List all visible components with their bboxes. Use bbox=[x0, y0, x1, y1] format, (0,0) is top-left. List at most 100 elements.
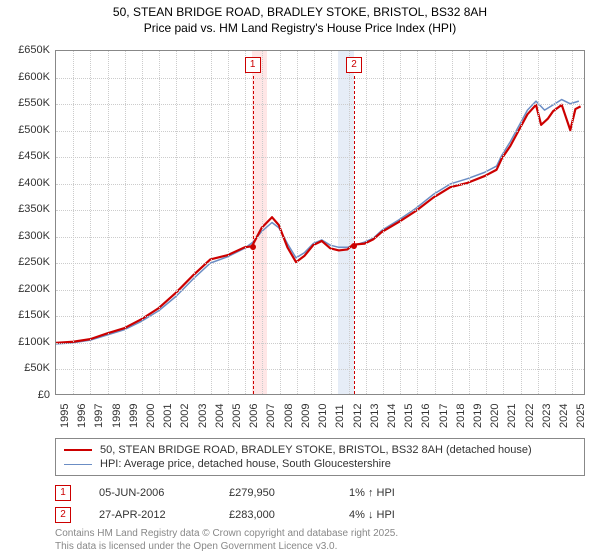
xtick-label: 2010 bbox=[317, 404, 329, 428]
xtick-label: 2017 bbox=[438, 404, 450, 428]
ytick-label: £300K bbox=[0, 230, 50, 242]
legend-item: 50, STEAN BRIDGE ROAD, BRADLEY STOKE, BR… bbox=[64, 443, 576, 457]
gridline-v bbox=[503, 51, 504, 394]
gridline-h bbox=[56, 237, 584, 238]
gridline-v bbox=[73, 51, 74, 394]
gridline-h bbox=[56, 104, 584, 105]
ytick-label: £250K bbox=[0, 256, 50, 268]
gridline-h bbox=[56, 290, 584, 291]
gridline-v bbox=[194, 51, 195, 394]
gridline-h bbox=[56, 343, 584, 344]
transaction-delta: 4% ↓ HPI bbox=[349, 509, 459, 521]
gridline-v bbox=[228, 51, 229, 394]
xtick-label: 1999 bbox=[128, 404, 140, 428]
xtick-label: 2004 bbox=[214, 404, 226, 428]
gridline-h bbox=[56, 369, 584, 370]
xtick-label: 1996 bbox=[76, 404, 88, 428]
footer-line1: Contains HM Land Registry data © Crown c… bbox=[55, 528, 398, 541]
gridline-v bbox=[297, 51, 298, 394]
xtick-label: 2007 bbox=[265, 404, 277, 428]
title-line2: Price paid vs. HM Land Registry's House … bbox=[0, 20, 600, 36]
gridline-v bbox=[538, 51, 539, 394]
gridline-v bbox=[555, 51, 556, 394]
marker-dashed-line bbox=[354, 76, 355, 394]
xtick-label: 2000 bbox=[145, 404, 157, 428]
gridline-h bbox=[56, 184, 584, 185]
gridline-v bbox=[211, 51, 212, 394]
gridline-v bbox=[366, 51, 367, 394]
gridline-v bbox=[383, 51, 384, 394]
xtick-label: 2006 bbox=[248, 404, 260, 428]
marker-dot bbox=[250, 244, 256, 250]
xtick-label: 2002 bbox=[179, 404, 191, 428]
xtick-label: 2023 bbox=[541, 404, 553, 428]
gridline-v bbox=[125, 51, 126, 394]
gridline-v bbox=[262, 51, 263, 394]
transaction-price: £283,000 bbox=[229, 509, 349, 521]
xtick-label: 2021 bbox=[506, 404, 518, 428]
gridline-v bbox=[349, 51, 350, 394]
marker-dot bbox=[351, 243, 357, 249]
xtick-label: 1995 bbox=[59, 404, 71, 428]
ytick-label: £550K bbox=[0, 97, 50, 109]
gridline-v bbox=[176, 51, 177, 394]
legend: 50, STEAN BRIDGE ROAD, BRADLEY STOKE, BR… bbox=[55, 438, 585, 476]
ytick-label: £400K bbox=[0, 177, 50, 189]
gridline-h bbox=[56, 263, 584, 264]
xtick-label: 2001 bbox=[162, 404, 174, 428]
marker-label: 2 bbox=[346, 57, 362, 73]
xtick-label: 2013 bbox=[369, 404, 381, 428]
gridline-h bbox=[56, 157, 584, 158]
gridline-v bbox=[159, 51, 160, 394]
ytick-label: £650K bbox=[0, 44, 50, 56]
gridline-v bbox=[521, 51, 522, 394]
legend-label: HPI: Average price, detached house, Sout… bbox=[100, 458, 391, 470]
transaction-delta: 1% ↑ HPI bbox=[349, 487, 459, 499]
gridline-v bbox=[280, 51, 281, 394]
transaction-price: £279,950 bbox=[229, 487, 349, 499]
gridline-v bbox=[90, 51, 91, 394]
xtick-label: 2019 bbox=[472, 404, 484, 428]
title-line1: 50, STEAN BRIDGE ROAD, BRADLEY STOKE, BR… bbox=[0, 4, 600, 20]
gridline-v bbox=[400, 51, 401, 394]
gridline-v bbox=[331, 51, 332, 394]
xtick-label: 2016 bbox=[420, 404, 432, 428]
legend-label: 50, STEAN BRIDGE ROAD, BRADLEY STOKE, BR… bbox=[100, 444, 532, 456]
footer-line2: This data is licensed under the Open Gov… bbox=[55, 541, 398, 554]
chart-title: 50, STEAN BRIDGE ROAD, BRADLEY STOKE, BR… bbox=[0, 0, 600, 36]
xtick-label: 2011 bbox=[334, 404, 346, 428]
xtick-label: 2020 bbox=[489, 404, 501, 428]
gridline-v bbox=[572, 51, 573, 394]
xtick-label: 2015 bbox=[403, 404, 415, 428]
ytick-label: £100K bbox=[0, 336, 50, 348]
transaction-table: 1 05-JUN-2006£279,9501% ↑ HPI 2 27-APR-2012… bbox=[55, 482, 459, 526]
gridline-h bbox=[56, 131, 584, 132]
gridline-v bbox=[486, 51, 487, 394]
transaction-date: 05-JUN-2006 bbox=[99, 487, 229, 499]
gridline-v bbox=[108, 51, 109, 394]
marker-dashed-line bbox=[253, 76, 254, 394]
ytick-label: £50K bbox=[0, 362, 50, 374]
xtick-label: 2009 bbox=[300, 404, 312, 428]
chart-container: 50, STEAN BRIDGE ROAD, BRADLEY STOKE, BR… bbox=[0, 0, 600, 560]
xtick-label: 2024 bbox=[558, 404, 570, 428]
ytick-label: £500K bbox=[0, 124, 50, 136]
xtick-label: 2005 bbox=[231, 404, 243, 428]
legend-item: HPI: Average price, detached house, Sout… bbox=[64, 457, 576, 471]
transaction-marker: 2 bbox=[55, 507, 71, 523]
ytick-label: £200K bbox=[0, 283, 50, 295]
xtick-label: 2008 bbox=[283, 404, 295, 428]
xtick-label: 2025 bbox=[575, 404, 587, 428]
ytick-label: £0 bbox=[0, 389, 50, 401]
gridline-v bbox=[452, 51, 453, 394]
ytick-label: £450K bbox=[0, 150, 50, 162]
xtick-label: 2012 bbox=[352, 404, 364, 428]
gridline-v bbox=[417, 51, 418, 394]
series-hpi bbox=[56, 100, 579, 344]
transaction-date: 27-APR-2012 bbox=[99, 509, 229, 521]
transaction-row: 2 27-APR-2012£283,0004% ↓ HPI bbox=[55, 504, 459, 526]
xtick-label: 1998 bbox=[111, 404, 123, 428]
xtick-label: 2003 bbox=[197, 404, 209, 428]
ytick-label: £350K bbox=[0, 203, 50, 215]
transaction-marker: 1 bbox=[55, 485, 71, 501]
